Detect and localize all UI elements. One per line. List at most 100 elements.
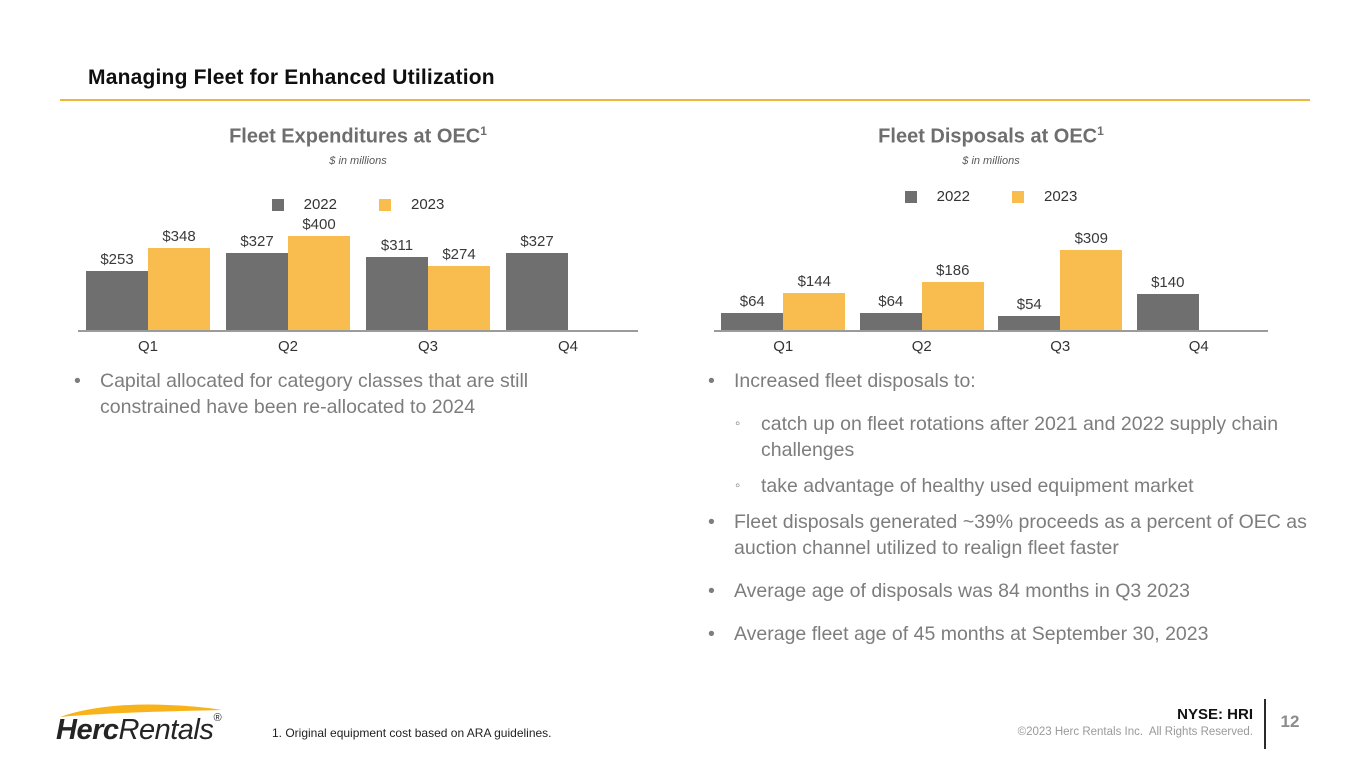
bar-2023-Q2: $186 [921, 262, 984, 330]
bar-2022-Q2: $64 [859, 293, 922, 330]
x-axis-label: Q2 [911, 338, 932, 355]
title-underline-rule [60, 99, 1310, 101]
copyright-text: ©2023 Herc Rentals Inc. All Rights Reser… [1017, 726, 1253, 738]
chart-title: Fleet Expenditures at OEC1 [229, 124, 487, 148]
bar-group-Q2: $64 $186 [853, 250, 992, 330]
logo-text-rentals: Rentals [118, 714, 214, 746]
legend-label: 2022 [303, 196, 337, 213]
bullet-text: Fleet disposals generated ~39% proceeds … [734, 511, 1307, 559]
bullet-list-right: • Increased fleet disposals to: ◦ catch up … [708, 368, 1324, 664]
bar-2022-Q4: $140 [1136, 274, 1199, 330]
stock-ticker: NYSE: HRI [1177, 706, 1253, 723]
bar-value-label: $253 [100, 250, 134, 268]
legend-item-2023: 2023 [379, 196, 444, 213]
bar-2023-Q1: $348 [148, 228, 210, 330]
page-number: 12 [1280, 712, 1300, 731]
bullet-marker: ◦ [735, 415, 741, 432]
bullet-text: Increased fleet disposals to: [734, 370, 976, 392]
x-axis-label: Q2 [277, 338, 298, 355]
chart-legend: 2022 2023 [714, 188, 1268, 205]
bar-group-Q2: $327 $400 [218, 216, 358, 330]
legend-label: 2022 [936, 188, 970, 205]
chart-fleet-expenditures: Fleet Expenditures at OEC1 $ in millions… [78, 122, 638, 364]
bar-group-Q3: $311 $274 [358, 236, 498, 330]
x-axis-labels: Q1 Q2 Q3 Q4 [714, 338, 1268, 356]
plot-area: $253 $348 $327 $400 $311 $274 $327 [78, 216, 638, 332]
chart-subtitle: $ in millions [329, 155, 387, 167]
bar-value-label: $64 [739, 293, 765, 311]
footnote-marker: 1 [1097, 124, 1104, 138]
bar-value-label: $309 [1074, 230, 1108, 247]
x-axis-label: Q4 [1188, 338, 1209, 355]
bar-2023-Q3: $274 [428, 246, 490, 330]
x-axis-label: Q1 [773, 338, 794, 355]
bullet-text: catch up on fleet rotations after 2021 a… [761, 413, 1279, 461]
x-axis-label: Q3 [417, 338, 438, 355]
bullet-marker: • [708, 370, 715, 392]
x-axis-label: Q4 [557, 338, 578, 355]
bar-2023-Q1: $144 [783, 273, 846, 330]
bullet-list-left: • Capital allocated for category classes … [74, 368, 640, 437]
footer-right-block: NYSE: HRI ©2023 Herc Rentals Inc. All Ri… [1018, 706, 1253, 738]
logo-wordmark: HercRentals® [56, 712, 221, 747]
bar-value-label: $54 [1016, 296, 1042, 314]
bar-2022-Q2: $327 [226, 233, 288, 330]
bullet-item: • Average age of disposals was 84 months … [708, 578, 1324, 604]
bullet-marker: ◦ [735, 477, 741, 494]
logo-swoosh-icon [60, 704, 222, 717]
bullet-item: • Increased fleet disposals to: [708, 368, 1324, 394]
sub-bullet-item: ◦ catch up on fleet rotations after 2021 … [735, 411, 1324, 463]
bullet-text: take advantage of healthy used equipment… [761, 475, 1194, 497]
legend-label: 2023 [411, 196, 445, 213]
bar-2023-Q3: $309 [1060, 230, 1123, 330]
bar-2022-Q1: $253 [86, 251, 148, 330]
footnote-marker: 1 [480, 124, 487, 138]
bullet-item: • Average fleet age of 45 months at Septe… [708, 621, 1324, 647]
bar-group-Q4: $140 [1130, 250, 1269, 330]
bar-value-label: $400 [302, 216, 336, 233]
legend-swatch-2023 [379, 198, 391, 211]
page-title: Managing Fleet for Enhanced Utilization [88, 66, 495, 89]
chart-subtitle: $ in millions [962, 155, 1020, 167]
x-axis-label: Q3 [1050, 338, 1071, 355]
bar-group-Q1: $253 $348 [78, 228, 218, 330]
bullet-item: • Fleet disposals generated ~39% proceeds… [708, 509, 1324, 561]
bar-group-Q3: $54 $309 [991, 230, 1130, 330]
chart-title: Fleet Disposals at OEC1 [878, 124, 1104, 148]
bar-value-label: $327 [520, 233, 554, 251]
bullet-marker: • [74, 370, 81, 392]
x-axis-labels: Q1 Q2 Q3 Q4 [78, 338, 638, 356]
legend-swatch-2022 [904, 190, 917, 203]
herc-rentals-logo: HercRentals® [50, 700, 260, 746]
bullet-text: Average fleet age of 45 months at Septem… [734, 623, 1209, 645]
bar-value-label: $274 [442, 245, 476, 263]
bar-value-label: $311 [380, 236, 414, 254]
logo-text-herc: Herc [56, 714, 119, 746]
bullet-marker: • [708, 623, 715, 645]
bar-value-label: $140 [1151, 273, 1185, 291]
bar-2022-Q1: $64 [721, 293, 784, 330]
bullet-text: Average age of disposals was 84 months i… [734, 580, 1191, 602]
legend-item-2022: 2022 [271, 196, 337, 213]
bullet-marker: • [708, 580, 715, 602]
bar-value-label: $144 [797, 272, 831, 290]
bar-group-Q1: $64 $144 [714, 250, 853, 330]
bullet-marker: • [708, 511, 715, 533]
bullet-item: • Capital allocated for category classes … [74, 368, 640, 420]
bar-value-label: $186 [936, 261, 970, 279]
bar-value-label: $348 [162, 228, 196, 246]
legend-label: 2023 [1044, 188, 1078, 205]
bullet-text: Capital allocated for category classes t… [100, 370, 529, 418]
bar-2022-Q4: $327 [506, 233, 568, 330]
legend-swatch-2022 [271, 198, 284, 211]
x-axis-label: Q1 [137, 338, 158, 355]
chart-legend: 2022 2023 [78, 196, 638, 213]
legend-item-2022: 2022 [904, 188, 970, 205]
footer-divider [1264, 699, 1266, 749]
legend-swatch-2023 [1012, 190, 1024, 203]
sub-bullet-item: ◦ take advantage of healthy used equipmen… [735, 473, 1324, 499]
registered-mark: ® [213, 712, 222, 724]
bar-group-Q4: $327 [498, 233, 638, 330]
chart-fleet-disposals: Fleet Disposals at OEC1 $ in millions 20… [714, 122, 1268, 364]
